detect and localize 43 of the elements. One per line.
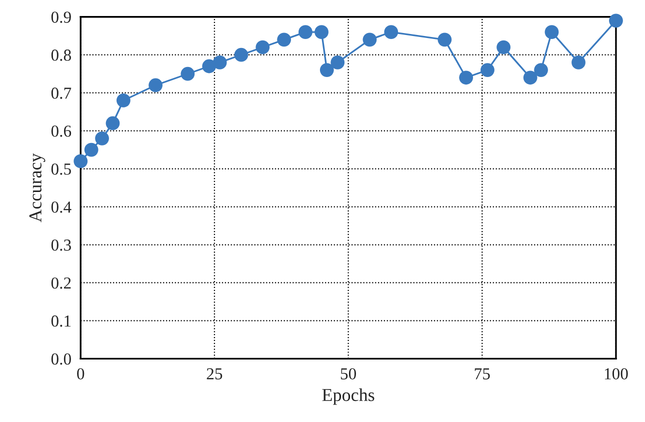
x-tick-label: 25	[206, 368, 222, 380]
point	[148, 78, 163, 92]
point	[496, 40, 510, 54]
point	[256, 40, 270, 54]
x-tick-label: 100	[604, 368, 628, 380]
point	[362, 32, 377, 47]
y-tick-label: 0.0	[51, 353, 71, 365]
point	[480, 63, 494, 77]
point	[277, 32, 292, 47]
point	[106, 116, 120, 130]
y-tick-label: 0.1	[51, 315, 71, 327]
point	[523, 70, 538, 85]
point	[84, 142, 98, 157]
point	[212, 56, 227, 70]
y-tick-label: 0.4	[51, 201, 72, 213]
point	[609, 14, 623, 28]
point	[298, 25, 312, 40]
point	[438, 32, 452, 47]
point	[314, 25, 328, 40]
x-tick-label: 75	[474, 368, 490, 380]
y-axis-title: Accuracy	[29, 153, 46, 222]
point	[234, 48, 248, 62]
y-tick-label: 0.7	[51, 88, 72, 99]
x-tick-label: 50	[340, 368, 356, 380]
y-tick-label: 0.6	[51, 126, 72, 137]
point	[572, 56, 586, 70]
y-tick-label: 0.2	[51, 277, 71, 289]
point	[534, 63, 548, 77]
point	[74, 154, 88, 168]
point	[330, 56, 345, 70]
point	[459, 70, 474, 85]
point	[320, 63, 334, 77]
y-tick-label: 0.9	[51, 12, 71, 23]
point	[180, 66, 195, 81]
y-tick-label: 0.3	[51, 239, 71, 251]
point	[544, 25, 559, 40]
y-tick-label: 0.5	[51, 164, 71, 175]
point	[116, 93, 130, 108]
point	[384, 25, 398, 40]
x-axis-title: Epochs	[322, 388, 374, 405]
y-tick-label: 0.8	[51, 50, 71, 61]
point	[95, 131, 109, 146]
x-tick-label: 0	[77, 368, 84, 380]
